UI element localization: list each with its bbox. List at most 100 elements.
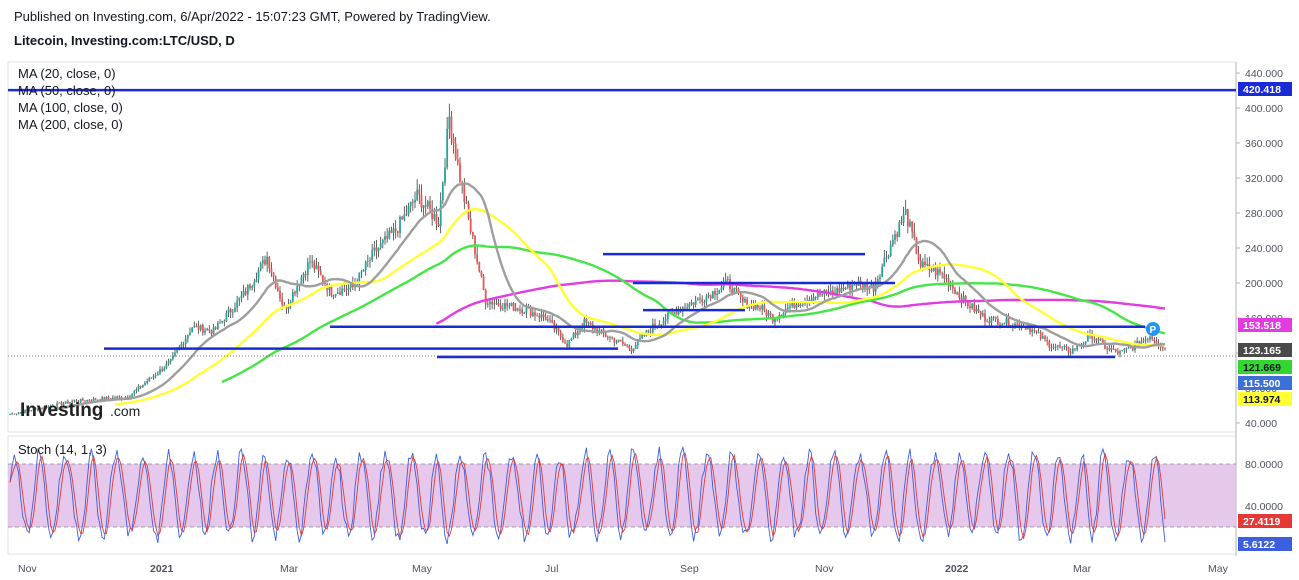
candle-body <box>131 393 134 397</box>
candle-body <box>1099 338 1102 340</box>
candle-body <box>313 261 316 270</box>
x-tick-label: 2021 <box>150 563 174 575</box>
candle-body <box>249 284 251 289</box>
candle-body <box>255 279 258 283</box>
candle-body <box>28 410 31 412</box>
logo-suffix: .com <box>110 403 140 419</box>
candle-body <box>634 345 637 349</box>
candle-body <box>114 397 116 399</box>
candle-body <box>898 222 901 238</box>
candle-body <box>551 320 554 323</box>
candle-body <box>86 399 89 402</box>
candle-body <box>1063 346 1066 347</box>
candle-body <box>495 303 498 304</box>
candle-body <box>148 377 151 382</box>
candle-body <box>797 304 800 307</box>
stoch-d-line <box>9 452 1166 540</box>
price-badge <box>1238 360 1292 374</box>
candle-body <box>568 339 571 347</box>
candle-body <box>1016 323 1019 325</box>
candle-body <box>572 332 575 339</box>
x-tick-label: 2022 <box>945 563 969 575</box>
candle-body <box>411 201 414 203</box>
candle-body <box>437 223 440 227</box>
candle-body <box>1127 347 1130 349</box>
candle-body <box>894 234 896 240</box>
candle-body <box>195 325 198 327</box>
candle-body <box>842 287 845 289</box>
candle-body <box>851 284 854 290</box>
candle-body <box>836 288 839 295</box>
candle-body <box>330 284 333 296</box>
candle-body <box>1164 348 1166 349</box>
price-badge <box>1238 343 1292 357</box>
candle-body <box>690 302 693 304</box>
stoch-badge-label: 5.6122 <box>1243 539 1275 551</box>
candle-body <box>1037 332 1040 333</box>
price-badge-label: 113.974 <box>1243 394 1281 406</box>
candle-body <box>904 209 907 215</box>
candle-body <box>1014 323 1016 326</box>
candle-body <box>69 402 71 404</box>
candle-body <box>561 337 564 342</box>
candle-body <box>707 295 710 297</box>
candle-body <box>855 284 858 286</box>
candle-body <box>604 333 607 337</box>
x-tick-label: Mar <box>1073 563 1092 575</box>
candle-body <box>621 341 624 345</box>
candle-body <box>444 167 446 183</box>
candle-body <box>883 257 886 267</box>
candle-body <box>146 381 149 383</box>
candle-body <box>769 312 772 315</box>
levels-layer <box>8 88 1236 359</box>
candle-body <box>724 279 727 284</box>
candle-body <box>812 296 815 301</box>
candles-layer <box>9 103 1166 416</box>
candle-body <box>231 311 234 313</box>
candle-body <box>302 274 305 278</box>
candle-body <box>527 307 530 309</box>
candle-body <box>362 269 365 272</box>
candle-body <box>786 307 789 310</box>
candle-body <box>566 343 569 347</box>
candle-body <box>1026 326 1029 330</box>
candle-body <box>405 214 408 216</box>
candle-body <box>347 287 350 290</box>
candle-body <box>846 282 849 288</box>
candle-body <box>1144 339 1147 341</box>
main-pane-frame <box>7 61 1237 433</box>
candle-body <box>906 209 909 227</box>
candle-body <box>452 138 455 144</box>
candle-body <box>156 373 159 376</box>
candle-body <box>184 338 187 345</box>
candle-body <box>433 213 436 219</box>
candle-body <box>1035 330 1038 333</box>
candle-body <box>285 306 288 309</box>
candle-body <box>266 256 269 265</box>
candle-body <box>1131 347 1134 351</box>
candle-body <box>154 375 157 377</box>
candle-body <box>585 318 588 323</box>
candle-body <box>692 302 695 305</box>
logo-text: Investing <box>20 400 103 421</box>
candle-body <box>587 322 590 324</box>
candle-body <box>979 311 982 316</box>
candle-body <box>182 343 185 345</box>
candle-body <box>789 306 791 308</box>
svg-text:P: P <box>1150 325 1157 336</box>
p-marker-icon[interactable]: P <box>1146 322 1160 336</box>
candle-body <box>1108 348 1111 350</box>
candle-body <box>924 261 926 266</box>
candle-body <box>403 214 406 220</box>
stoch-badge <box>1238 537 1292 551</box>
candle-body <box>486 304 489 306</box>
candle-body <box>720 287 723 291</box>
candle-body <box>450 116 453 139</box>
candle-body <box>133 390 136 394</box>
candle-body <box>1050 347 1053 349</box>
candle-body <box>611 337 614 339</box>
candle-body <box>546 319 549 321</box>
candle-body <box>891 239 894 245</box>
candle-body <box>801 303 804 305</box>
